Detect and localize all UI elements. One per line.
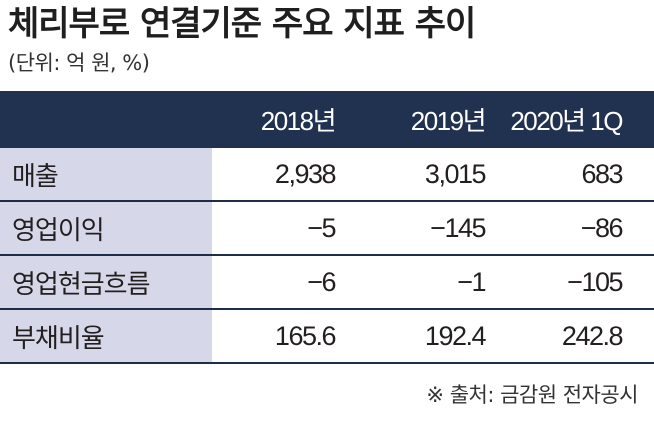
table-cell: 683	[581, 158, 623, 189]
table-cell: −145	[430, 212, 486, 243]
table-row-debt-ratio: 부채비율 165.6 192.4 242.8	[0, 310, 654, 364]
table-row-operating-profit: 영업이익 −5 −145 −86	[0, 202, 654, 256]
row-label: 부채비율	[0, 310, 212, 362]
indicator-table: 2018년 2019년 2020년 1Q 매출 2,938 3,015 683 …	[0, 91, 654, 364]
table-cell: −105	[567, 266, 623, 297]
header-corner	[0, 91, 212, 148]
unit-note: (단위: 억 원, %)	[8, 51, 150, 75]
table-cell: 242.8	[561, 320, 624, 351]
table-cell: −5	[307, 212, 336, 243]
row-label: 영업현금흐름	[0, 256, 212, 308]
column-header-2020-1q: 2020년 1Q	[510, 106, 623, 136]
source-note: ※ 출처: 금감원 전자공시	[426, 383, 638, 407]
table-cell: −6	[307, 266, 336, 297]
table-cell: 165.6	[274, 320, 337, 351]
page-title: 체리부로 연결기준 주요 지표 추이	[8, 4, 476, 44]
table-row-operating-cash-flow: 영업현금흐름 −6 −1 −105	[0, 256, 654, 310]
row-label: 영업이익	[0, 202, 212, 254]
table-cell: 3,015	[424, 158, 487, 189]
table-header: 2018년 2019년 2020년 1Q	[0, 91, 654, 148]
table-row-revenue: 매출 2,938 3,015 683	[0, 148, 654, 202]
table-cell: 192.4	[424, 320, 487, 351]
table-cell: 2,938	[274, 158, 337, 189]
column-header-2019: 2019년	[410, 106, 487, 136]
table-cell: −1	[457, 266, 486, 297]
table-cell: −86	[580, 212, 624, 243]
row-label: 매출	[0, 148, 212, 200]
column-header-2018: 2018년	[260, 106, 337, 136]
